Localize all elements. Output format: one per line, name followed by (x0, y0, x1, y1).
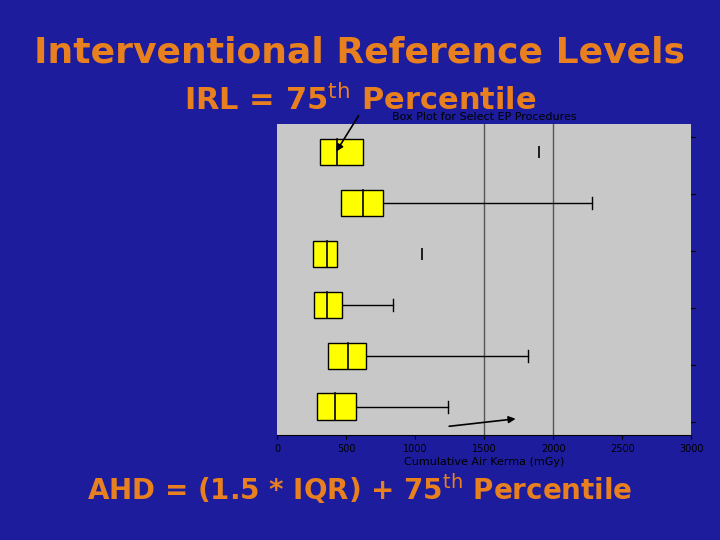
X-axis label: Cumulative Air Kerma (mGy): Cumulative Air Kerma (mGy) (404, 456, 564, 467)
Bar (341, 190, 384, 217)
Text: Ablation AV Node: Ablation AV Node (618, 246, 685, 255)
Text: Ablation SVT Atrial Fibrillation Paroxysmal: Ablation SVT Atrial Fibrillation Paroxys… (523, 418, 685, 427)
Bar (313, 241, 336, 267)
Text: AHD = (1.5 * IQR) + 75$^{\rm th}$ Percentile: AHD = (1.5 * IQR) + 75$^{\rm th}$ Percen… (87, 471, 633, 506)
Text: Ablation SVT Accessory Pathway: Ablation SVT Accessory Pathway (560, 303, 685, 313)
Bar (328, 342, 366, 369)
Text: Ablation SVT Atrial Fibrillation Persistent: Ablation SVT Atrial Fibrillation Persist… (529, 361, 685, 370)
Bar (320, 139, 363, 165)
Text: Interventional Reference Levels: Interventional Reference Levels (35, 35, 685, 69)
Text: Ablation Ventricular PVCs: Ablation Ventricular PVCs (587, 132, 685, 141)
Bar (318, 394, 356, 420)
Text: IRL = 75$^{\rm th}$ Percentile: IRL = 75$^{\rm th}$ Percentile (184, 84, 536, 116)
Bar (315, 292, 342, 318)
Title: Box Plot for Select EP Procedures: Box Plot for Select EP Procedures (392, 112, 577, 122)
Text: Ablation Ventricular VT with structural heart disease ischemic VT: Ablation Ventricular VT with structural … (435, 189, 685, 198)
